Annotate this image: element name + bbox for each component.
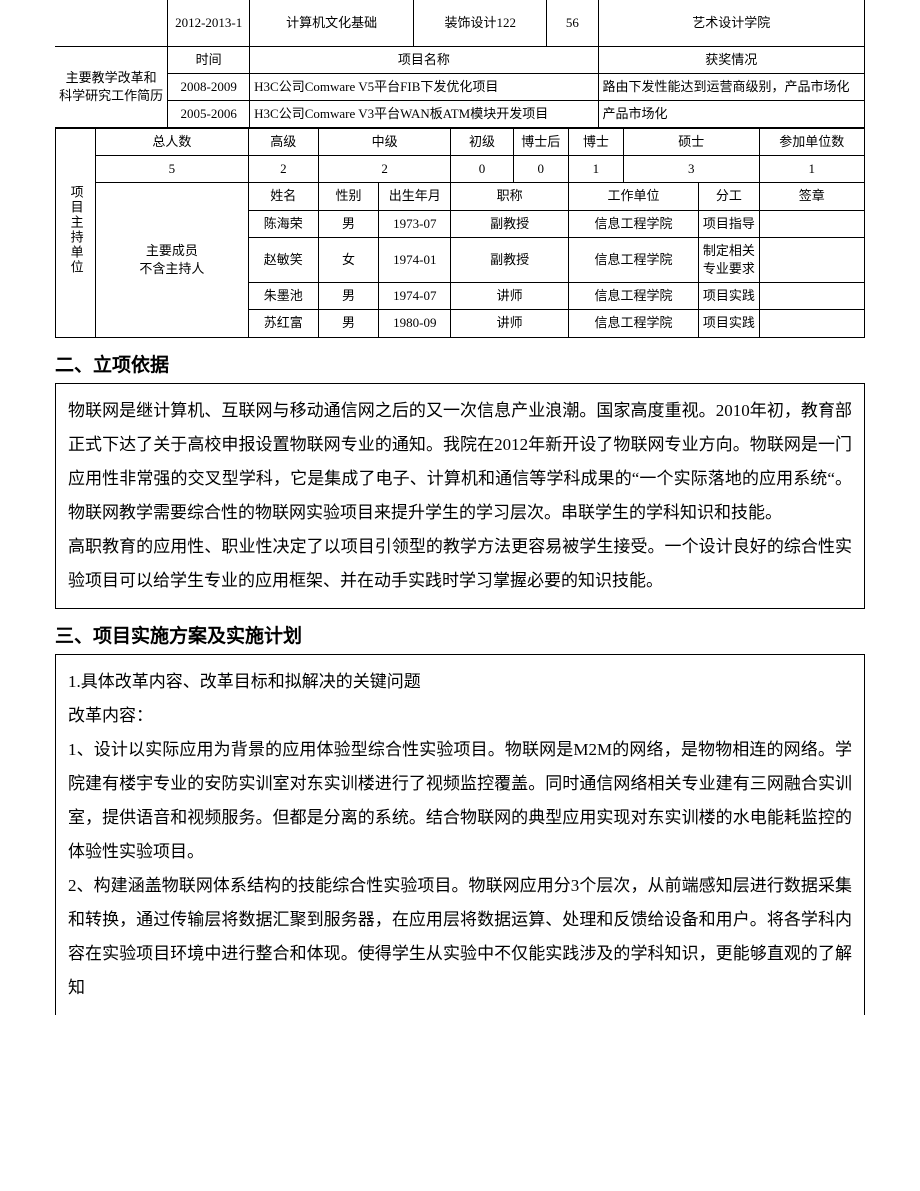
project-1: H3C公司Comware V5平台FIB下发优化项目 (250, 73, 598, 100)
member-header-row: 主要成员 不含主持人 姓名 性别 出生年月 职称 工作单位 分工 签章 (56, 183, 865, 210)
zhongji-h: 中级 (318, 129, 450, 156)
side-label: 主要教学改革和 科学研究工作简历 (55, 46, 168, 128)
gaoji-h: 高级 (248, 129, 318, 156)
section3-title: 三、项目实施方案及实施计划 (55, 621, 920, 648)
section3-body: 1.具体改革内容、改革目标和拟解决的关键问题 改革内容： 1、设计以实际应用为背… (55, 654, 865, 1015)
total-v: 5 (96, 156, 249, 183)
project-2: H3C公司Comware V3平台WAN板ATM模块开发项目 (250, 100, 598, 127)
class-cell: 装饰设计122 (414, 0, 547, 46)
boshi-v: 1 (568, 156, 623, 183)
s3-p2: 2、构建涵盖物联网体系结构的技能综合性实验项目。物联网应用分3个层次，从前端感知… (68, 869, 852, 1005)
mh-name: 姓名 (248, 183, 318, 210)
total-h: 总人数 (96, 129, 249, 156)
project-header-row: 主要教学改革和 科学研究工作简历 时间 项目名称 获奖情况 (55, 46, 865, 73)
award-2: 产品市场化 (598, 100, 864, 127)
host-unit-label: 项目主持单位 (56, 129, 96, 338)
zhongji-v: 2 (318, 156, 450, 183)
members-table: 项目主持单位 总人数 高级 中级 初级 博士后 博士 硕士 参加单位数 5 2 … (55, 128, 865, 338)
s2-p2: 高职教育的应用性、职业性决定了以项目引领型的教学方法更容易被学生接受。一个设计良… (68, 530, 852, 598)
units-v: 1 (759, 156, 864, 183)
chuji-v: 0 (451, 156, 513, 183)
stats-header-row: 项目主持单位 总人数 高级 中级 初级 博士后 博士 硕士 参加单位数 (56, 129, 865, 156)
num-cell: 56 (547, 0, 598, 46)
shuoshi-v: 3 (624, 156, 760, 183)
shuoshi-h: 硕士 (624, 129, 760, 156)
boshihou-v: 0 (513, 156, 568, 183)
s3-h1: 1.具体改革内容、改革目标和拟解决的关键问题 (68, 665, 852, 699)
boshihou-h: 博士后 (513, 129, 568, 156)
section2-title: 二、立项依据 (55, 350, 920, 377)
project-header: 项目名称 (250, 46, 598, 73)
chuji-h: 初级 (451, 129, 513, 156)
school-cell: 艺术设计学院 (598, 0, 864, 46)
mh-dob: 出生年月 (379, 183, 451, 210)
boshi-h: 博士 (568, 129, 623, 156)
units-h: 参加单位数 (759, 129, 864, 156)
project-row-2: 2005-2006 H3C公司Comware V3平台WAN板ATM模块开发项目… (55, 100, 865, 127)
top-table: 2012-2013-1 计算机文化基础 装饰设计122 56 艺术设计学院 主要… (55, 0, 865, 128)
course-row: 2012-2013-1 计算机文化基础 装饰设计122 56 艺术设计学院 (55, 0, 865, 46)
mh-sign: 签章 (759, 183, 864, 210)
s2-p1: 物联网是继计算机、互联网与移动通信网之后的又一次信息产业浪潮。国家高度重视。20… (68, 394, 852, 530)
award-header: 获奖情况 (598, 46, 864, 73)
time-header: 时间 (168, 46, 250, 73)
mh-unit: 工作单位 (568, 183, 698, 210)
award-1: 路由下发性能达到运营商级别，产品市场化 (598, 73, 864, 100)
member-label: 主要成员 不含主持人 (96, 183, 249, 337)
s3-p1: 1、设计以实际应用为背景的应用体验型综合性实验项目。物联网是M2M的网络，是物物… (68, 733, 852, 869)
gaoji-v: 2 (248, 156, 318, 183)
course-cell: 计算机文化基础 (250, 0, 414, 46)
time-1: 2008-2009 (168, 73, 250, 100)
time-2: 2005-2006 (168, 100, 250, 127)
section2-body: 物联网是继计算机、互联网与移动通信网之后的又一次信息产业浪潮。国家高度重视。20… (55, 383, 865, 609)
mh-gender: 性别 (318, 183, 378, 210)
s3-label: 改革内容： (68, 699, 852, 733)
period-cell: 2012-2013-1 (168, 0, 250, 46)
stats-values-row: 5 2 2 0 0 1 3 1 (56, 156, 865, 183)
mh-role: 分工 (699, 183, 759, 210)
mh-title: 职称 (451, 183, 568, 210)
project-row-1: 2008-2009 H3C公司Comware V5平台FIB下发优化项目 路由下… (55, 73, 865, 100)
